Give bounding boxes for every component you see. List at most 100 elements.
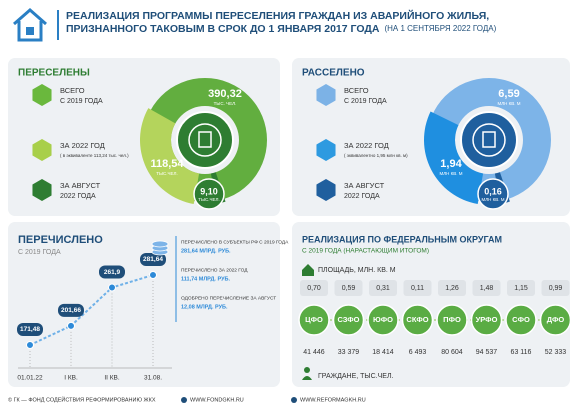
note-amount: 12,08 МЛРД. РУБ.: [181, 304, 228, 310]
district: [470, 304, 503, 336]
area-label: ПЛОЩАДЬ, МЛН. КВ. М: [318, 267, 396, 274]
hexagon: [32, 179, 52, 201]
panel: [292, 222, 570, 387]
logo: [13, 8, 47, 42]
unit: МЛН КВ. М: [439, 171, 462, 176]
panel-subtitle: С 2019 ГОДА: [18, 249, 61, 256]
unit: МЛН КВ. М: [481, 197, 504, 202]
area-box: [472, 280, 501, 296]
value-badge: [140, 253, 166, 266]
ring-year: [140, 108, 200, 205]
panel-title: ПЕРЕЧИСЛЕНО: [18, 234, 103, 246]
people-value: 41 446: [303, 349, 325, 356]
area-box: [300, 280, 328, 296]
people-value: 18 414: [372, 349, 394, 356]
people-label: ГРАЖДАНЕ, ТЫС.ЧЕЛ.: [318, 373, 394, 380]
area-value: 0,11: [411, 285, 424, 292]
people-value: 63 116: [511, 349, 532, 356]
people-value: 94 537: [476, 349, 498, 356]
hexagon: [316, 139, 336, 161]
area-box: [438, 280, 466, 296]
item-label: ЗА АВГУСТ: [60, 181, 101, 190]
value-label: 201,66: [61, 307, 81, 314]
point: [67, 321, 75, 330]
district-name: СКФО: [406, 315, 428, 324]
note-amount: 281,64 МЛРД. РУБ.: [181, 248, 231, 254]
district-name: УРФО: [476, 315, 498, 324]
district-name: ДФО: [547, 315, 565, 324]
panel: [8, 222, 280, 387]
item-sub: ( эквивалентно 1,95 млн кв. м): [344, 153, 408, 158]
x-label: II КВ.: [104, 375, 120, 382]
value: 118,54: [150, 158, 184, 170]
center: [460, 111, 518, 169]
person-icon: [302, 376, 312, 380]
value-label: 281,64: [143, 256, 163, 263]
district: [436, 304, 468, 336]
people-value: 33 379: [338, 349, 360, 356]
people-value: 80 604: [441, 349, 463, 356]
value: 0,16: [484, 186, 502, 196]
value: 6,59: [498, 88, 519, 100]
value: 1,94: [440, 158, 462, 170]
value-label: 171,48: [20, 326, 40, 333]
value-badge: [58, 303, 84, 317]
area-value: 0,99: [549, 285, 563, 292]
x-label: I КВ.: [64, 375, 78, 382]
unit: ТЫС.ЧЕЛ.: [156, 171, 177, 176]
panel-title: РЕАЛИЗАЦИЯ ПО ФЕДЕРАЛЬНЫМ ОКРУГАМ: [302, 234, 502, 244]
unit: ТЫС. ЧЕЛ.: [214, 101, 237, 106]
item-label: ЗА АВГУСТ: [344, 181, 385, 190]
value: 390,32: [208, 88, 242, 100]
people-value: 52 333: [545, 349, 567, 356]
value: 9,10: [200, 186, 218, 196]
link-dot: [181, 397, 187, 403]
district-name: ЦФО: [305, 315, 323, 324]
area-value: 1,26: [445, 285, 459, 292]
person-icon: [304, 367, 310, 373]
item-sub: ( в эквиваленте 113,24 тыс. чел.): [60, 153, 129, 158]
unit: МЛН КВ. М: [497, 101, 520, 106]
center: [176, 111, 234, 169]
item-sub: С 2019 ГОДА: [60, 98, 103, 105]
district: [401, 304, 434, 336]
area-box: [507, 280, 535, 296]
title: ПРИЗНАННОГО ТАКОВЫМ В СРОК ДО 1 ЯНВАРЯ 2…: [66, 23, 380, 35]
icon: [188, 123, 222, 157]
note: ПЕРЕЧИСЛЕНО ЗА 2022 ГОД: [181, 267, 248, 273]
point: [26, 341, 34, 349]
note: ПЕРЕЧИСЛЕНО В СУБЪЕКТЫ РФ С 2019 ГОДА: [181, 239, 289, 245]
link[interactable]: WWW.REFORMAGKH.RU: [300, 397, 366, 403]
hexagon: [316, 179, 336, 201]
area-box: [403, 280, 432, 296]
icon: [482, 131, 496, 148]
coins: [151, 240, 169, 248]
icon: [472, 123, 506, 157]
area-box: [541, 280, 570, 296]
note-amount: 111,74 МЛРД. РУБ.: [181, 276, 230, 282]
area-value: 1,48: [480, 285, 494, 292]
district-name: СФО: [512, 315, 530, 324]
month-badge: [193, 178, 225, 210]
link[interactable]: WWW.FONDGKH.RU: [190, 397, 244, 403]
area-value: 0,31: [376, 285, 390, 292]
icon: [198, 131, 212, 148]
note: ОДОБРЕНО ПЕРЕЧИСЛЕНИЕ ЗА АВГУСТ: [181, 295, 276, 301]
house-icon: [302, 264, 314, 276]
x-label: 01.01.22: [17, 375, 43, 382]
panel-subtitle: С 2019 ГОДА (НАРАСТАЮЩИМ ИТОГОМ): [302, 248, 429, 255]
title: РЕАЛИЗАЦИЯ ПРОГРАММЫ ПЕРЕСЕЛЕНИЯ ГРАЖДАН…: [66, 9, 489, 22]
hexagon: [32, 139, 52, 161]
area-value: 0,70: [307, 285, 321, 292]
date: (НА 1 СЕНТЯБРЯ 2022 ГОДА): [384, 24, 496, 33]
people-value: 6 493: [409, 349, 427, 356]
x-label: 31.08.: [144, 375, 162, 382]
district: [367, 304, 399, 336]
copyright: © ГК — ФОНД СОДЕЙСТВИЯ РЕФОРМИРОВАНИЮ ЖК…: [8, 395, 156, 403]
value-badge: [99, 265, 125, 279]
item-label: ВСЕГО: [344, 86, 369, 95]
panel-title: РАССЕЛЕНО: [302, 68, 365, 79]
hexagon: [32, 84, 52, 106]
